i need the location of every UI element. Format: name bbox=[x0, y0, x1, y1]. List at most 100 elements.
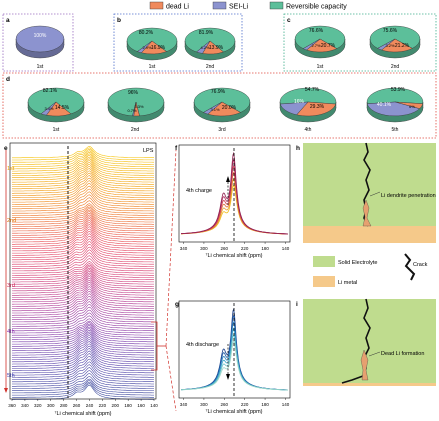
waterfall-trace bbox=[12, 274, 154, 292]
waterfall-trace bbox=[12, 160, 155, 178]
waterfall-trace bbox=[12, 218, 154, 236]
panel-f-spectra bbox=[181, 151, 289, 235]
pie-d1-label: 1st bbox=[53, 127, 60, 133]
waterfall-trace bbox=[12, 151, 154, 167]
waterfall-trace bbox=[12, 281, 155, 300]
waterfall-trace bbox=[12, 214, 154, 232]
pie-d2-dead-pct: 3.3% bbox=[134, 104, 144, 109]
waterfall-trace bbox=[12, 263, 154, 276]
tick-label: 220 bbox=[241, 246, 249, 251]
waterfall-trace bbox=[12, 258, 154, 272]
panel-e-tick-label: 360 bbox=[8, 403, 16, 408]
waterfall-trace bbox=[12, 320, 154, 334]
panel-g-xlabel: ⁷Li chemical shift (ppm) bbox=[205, 408, 262, 415]
frame-c bbox=[283, 13, 437, 72]
legend-dead-label: dead Li bbox=[166, 4, 189, 11]
key-solid-swatch bbox=[313, 256, 335, 267]
waterfall-trace bbox=[12, 312, 154, 327]
pie-c-2nd bbox=[369, 25, 421, 59]
waterfall-trace bbox=[12, 191, 154, 207]
legend-sei-swatch bbox=[212, 1, 227, 10]
waterfall-trace bbox=[12, 329, 154, 347]
pie-d3-sei-pct: 3.1% bbox=[210, 107, 220, 112]
panel-e-lps: LPS bbox=[143, 148, 154, 154]
pie-slice-rev bbox=[279, 87, 337, 105]
pie-slice-rev bbox=[126, 27, 178, 52]
pie-d4-dead-pct: 29.3% bbox=[310, 104, 325, 110]
panel-e-xlabel: ⁷Li chemical shift (ppm) bbox=[54, 410, 111, 417]
waterfall-trace bbox=[12, 295, 154, 314]
waterfall-trace bbox=[12, 164, 154, 183]
pie-slice-rev bbox=[294, 25, 346, 49]
waterfall-trace bbox=[12, 325, 154, 340]
panel-g-annotation: 4th discharge bbox=[186, 342, 219, 348]
waterfall-trace bbox=[12, 246, 154, 263]
cycle-label-5th: 5th bbox=[7, 373, 15, 379]
pie-slice-sei bbox=[196, 40, 211, 54]
panel-f-ticks: 340 300 260 220 180 140 bbox=[180, 242, 290, 251]
pie-d-5th bbox=[366, 87, 424, 123]
panel-f-arrow-up bbox=[226, 176, 230, 205]
waterfall-trace bbox=[12, 183, 154, 201]
pie-d4-rev-pct: 54.7% bbox=[305, 87, 320, 93]
panel-e-tick-label: 340 bbox=[21, 403, 29, 408]
waterfall-trace bbox=[12, 180, 154, 198]
waterfall-trace bbox=[12, 355, 155, 374]
waterfall-trace bbox=[12, 267, 154, 283]
waterfall-trace bbox=[12, 172, 155, 192]
panel-e-tick-label: 200 bbox=[112, 403, 120, 408]
waterfall-trace bbox=[12, 328, 154, 345]
panel-f-frame bbox=[178, 144, 291, 243]
solid-electrolyte-h bbox=[303, 143, 436, 226]
pie-c-1st bbox=[294, 25, 346, 59]
pie-labels: 100% 1st 80.2% 16.9% 2.9% 1st 81.9% 13.9… bbox=[34, 28, 416, 133]
waterfall-trace bbox=[11, 322, 154, 336]
panel-e-ticks: 360 340 320 300 280 260 240 220 200 180 160 140 bbox=[8, 399, 158, 408]
waterfall-trace bbox=[11, 383, 154, 398]
waterfall-trace bbox=[12, 147, 155, 161]
key-solid-label: Solid Electrolyte bbox=[338, 260, 377, 266]
waterfall-trace bbox=[12, 148, 154, 163]
dendrite-h bbox=[362, 199, 372, 227]
waterfall-trace bbox=[12, 378, 154, 391]
cycle-label-4th: 4th bbox=[7, 329, 15, 335]
pie-slice-dead bbox=[296, 101, 336, 117]
pie-slice-rev bbox=[366, 87, 424, 104]
pie-slice-rev bbox=[193, 87, 251, 113]
panel-h-schematic: Li dendrite penetration bbox=[303, 142, 436, 243]
frame-d bbox=[2, 72, 437, 139]
pie-d4-label: 4th bbox=[305, 127, 312, 133]
pie-d4-sei-pct: 16% bbox=[294, 99, 305, 105]
waterfall-trace bbox=[12, 264, 154, 278]
panel-letter-f: f bbox=[175, 145, 178, 152]
waterfall-trace bbox=[12, 367, 155, 383]
panel-g-frame bbox=[178, 300, 291, 399]
waterfall-trace bbox=[12, 243, 154, 261]
waterfall-trace bbox=[12, 235, 154, 254]
panel-g-arrow-down bbox=[226, 344, 230, 380]
panel-letter-c: c bbox=[287, 17, 291, 24]
pie-slice-rev bbox=[184, 27, 236, 53]
panel-e-tick-label: 160 bbox=[137, 403, 145, 408]
waterfall-trace bbox=[12, 216, 154, 234]
pie-b1-sei-pct: 2.9% bbox=[142, 45, 152, 50]
pie-d-4th bbox=[279, 87, 337, 123]
waterfall-trace bbox=[12, 341, 154, 360]
li-metal-h bbox=[303, 226, 436, 243]
pie-b2-label: 2nd bbox=[206, 64, 215, 70]
tick-label: 140 bbox=[282, 246, 290, 251]
waterfall-trace bbox=[12, 203, 154, 216]
waterfall-trace bbox=[12, 197, 154, 212]
pie-b-1st bbox=[126, 27, 178, 61]
waterfall-trace bbox=[12, 337, 154, 356]
pie-slice-sei bbox=[202, 101, 223, 115]
pie-d2-rev-pct: 96% bbox=[128, 90, 139, 96]
pie-b1-label: 1st bbox=[149, 64, 156, 70]
pie-slice-sei bbox=[366, 101, 420, 117]
pie-slice-sei bbox=[137, 40, 153, 53]
waterfall-trace bbox=[12, 153, 154, 170]
tick-label: 260 bbox=[221, 246, 229, 251]
pie-d5-label: 5th bbox=[392, 127, 399, 133]
waterfall-trace bbox=[12, 156, 154, 174]
waterfall-trace bbox=[12, 301, 154, 318]
